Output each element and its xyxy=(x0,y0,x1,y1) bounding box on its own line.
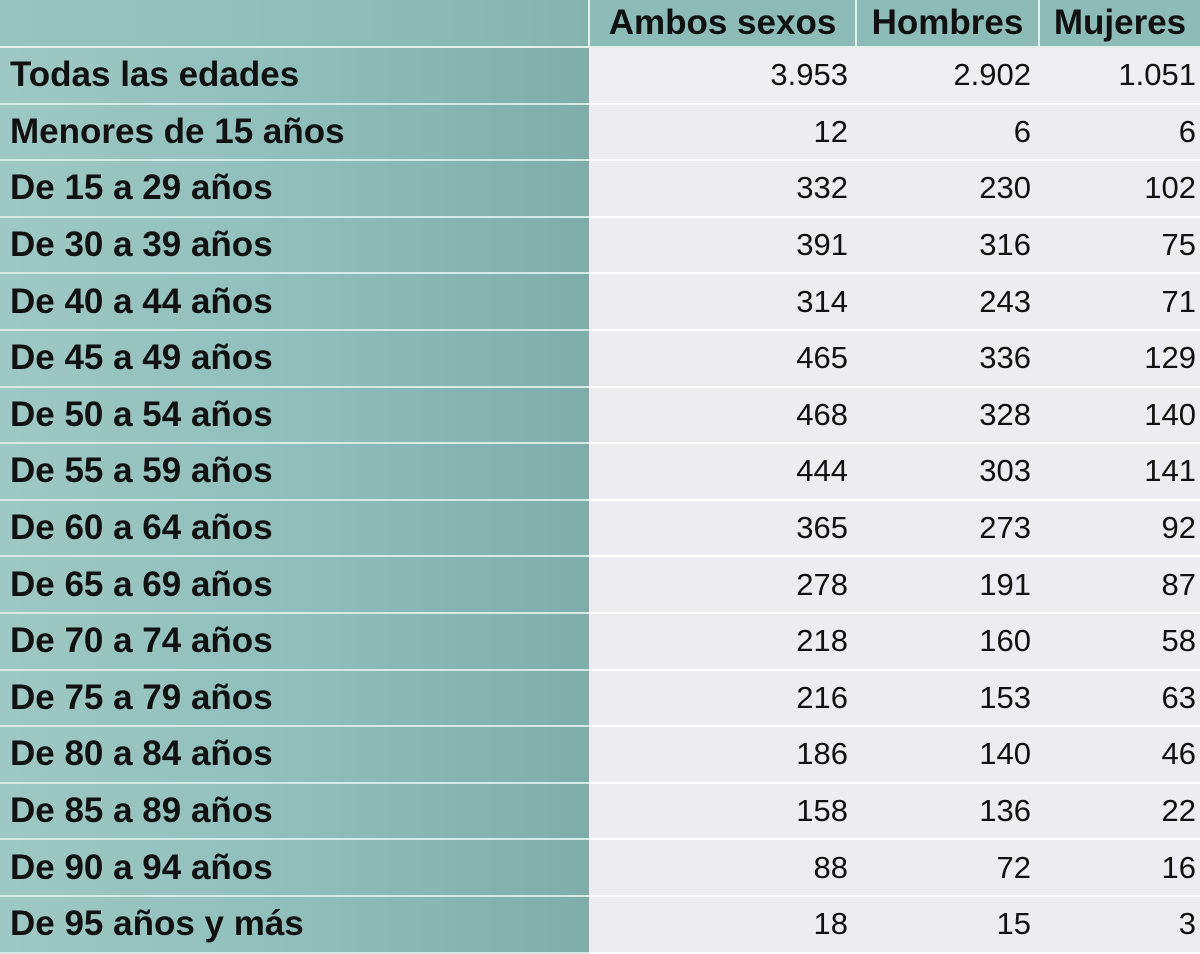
row-label: De 75 a 79 años xyxy=(0,669,589,728)
row-label: De 85 a 89 años xyxy=(0,782,589,841)
value-cell-hombres: 273 xyxy=(856,499,1039,558)
value-cell-mujeres: 140 xyxy=(1039,386,1200,445)
value-cell-hombres: 316 xyxy=(856,216,1039,275)
value-cell-ambos-sexos: 18 xyxy=(589,895,856,954)
column-header-hombres: Hombres xyxy=(855,0,1039,48)
table-row: De 55 a 59 años 444 303 141 xyxy=(0,443,1200,501)
value-cell-ambos-sexos: 391 xyxy=(589,216,856,275)
table-row: De 40 a 44 años 314 243 71 xyxy=(0,273,1200,331)
value-cell-hombres: 336 xyxy=(856,329,1039,388)
value-cell-ambos-sexos: 88 xyxy=(589,839,856,897)
value-cell-mujeres: 6 xyxy=(1039,103,1200,162)
value-cell-mujeres: 22 xyxy=(1039,782,1200,841)
row-label: Todas las edades xyxy=(0,47,589,105)
table-row: De 45 a 49 años 465 336 129 xyxy=(0,329,1200,388)
value-cell-mujeres: 75 xyxy=(1039,216,1200,275)
value-cell-hombres: 230 xyxy=(856,160,1039,218)
value-cell-hombres: 160 xyxy=(856,612,1039,671)
value-cell-mujeres: 1.051 xyxy=(1039,47,1200,105)
value-cell-mujeres: 71 xyxy=(1039,273,1200,331)
table-row: De 75 a 79 años 216 153 63 xyxy=(0,669,1200,728)
row-label: De 55 a 59 años xyxy=(0,443,589,501)
value-cell-mujeres: 63 xyxy=(1039,669,1200,728)
value-cell-hombres: 303 xyxy=(856,443,1039,501)
value-cell-ambos-sexos: 444 xyxy=(589,443,856,501)
table-row: De 80 a 84 años 186 140 46 xyxy=(0,726,1200,784)
value-cell-hombres: 140 xyxy=(856,726,1039,784)
header-row: Ambos sexos Hombres Mujeres xyxy=(0,0,1200,48)
value-cell-ambos-sexos: 186 xyxy=(589,726,856,784)
value-cell-hombres: 136 xyxy=(856,782,1039,841)
value-cell-hombres: 243 xyxy=(856,273,1039,331)
value-cell-mujeres: 102 xyxy=(1039,160,1200,218)
table-row: De 30 a 39 años 391 316 75 xyxy=(0,216,1200,275)
value-cell-ambos-sexos: 158 xyxy=(589,782,856,841)
value-cell-mujeres: 58 xyxy=(1039,612,1200,671)
column-header-ambos-sexos: Ambos sexos xyxy=(588,0,856,48)
value-cell-ambos-sexos: 12 xyxy=(589,103,856,162)
value-cell-ambos-sexos: 314 xyxy=(589,273,856,331)
table-row: De 70 a 74 años 218 160 58 xyxy=(0,612,1200,671)
value-cell-mujeres: 141 xyxy=(1039,443,1200,501)
table-row: De 60 a 64 años 365 273 92 xyxy=(0,499,1200,558)
value-cell-mujeres: 46 xyxy=(1039,726,1200,784)
table-row: Menores de 15 años 12 6 6 xyxy=(0,103,1200,162)
row-label: Menores de 15 años xyxy=(0,103,589,162)
table-body: Todas las edades 3.953 2.902 1.051 Menores d… xyxy=(0,47,1200,954)
value-cell-hombres: 2.902 xyxy=(856,47,1039,105)
value-cell-ambos-sexos: 465 xyxy=(589,329,856,388)
value-cell-ambos-sexos: 216 xyxy=(589,669,856,728)
row-label: De 40 a 44 años xyxy=(0,273,589,331)
value-cell-hombres: 72 xyxy=(856,839,1039,897)
value-cell-mujeres: 3 xyxy=(1039,895,1200,954)
row-label: De 15 a 29 años xyxy=(0,160,589,218)
value-cell-hombres: 328 xyxy=(856,386,1039,445)
value-cell-hombres: 15 xyxy=(856,895,1039,954)
value-cell-ambos-sexos: 365 xyxy=(589,499,856,558)
value-cell-hombres: 6 xyxy=(856,103,1039,162)
value-cell-hombres: 191 xyxy=(856,556,1039,614)
table-row: De 65 a 69 años 278 191 87 xyxy=(0,556,1200,614)
table-row: Todas las edades 3.953 2.902 1.051 xyxy=(0,47,1200,105)
value-cell-ambos-sexos: 218 xyxy=(589,612,856,671)
value-cell-ambos-sexos: 468 xyxy=(589,386,856,445)
row-label: De 45 a 49 años xyxy=(0,329,589,388)
value-cell-mujeres: 16 xyxy=(1039,839,1200,897)
value-cell-ambos-sexos: 278 xyxy=(589,556,856,614)
value-cell-hombres: 153 xyxy=(856,669,1039,728)
table-row: De 50 a 54 años 468 328 140 xyxy=(0,386,1200,445)
row-label: De 80 a 84 años xyxy=(0,726,589,784)
table-row: De 95 años y más 18 15 3 xyxy=(0,895,1200,954)
row-label: De 60 a 64 años xyxy=(0,499,589,558)
value-cell-mujeres: 129 xyxy=(1039,329,1200,388)
value-cell-ambos-sexos: 3.953 xyxy=(589,47,856,105)
table-row: De 15 a 29 años 332 230 102 xyxy=(0,160,1200,218)
value-cell-mujeres: 92 xyxy=(1039,499,1200,558)
row-label: De 50 a 54 años xyxy=(0,386,589,445)
row-label: De 95 años y más xyxy=(0,895,589,954)
row-label: De 65 a 69 años xyxy=(0,556,589,614)
row-label: De 90 a 94 años xyxy=(0,839,589,897)
column-header-mujeres: Mujeres xyxy=(1038,0,1200,48)
header-corner-cell xyxy=(0,0,589,48)
table-row: De 90 a 94 años 88 72 16 xyxy=(0,839,1200,897)
table-row: De 85 a 89 años 158 136 22 xyxy=(0,782,1200,841)
row-label: De 70 a 74 años xyxy=(0,612,589,671)
row-label: De 30 a 39 años xyxy=(0,216,589,275)
value-cell-ambos-sexos: 332 xyxy=(589,160,856,218)
value-cell-mujeres: 87 xyxy=(1039,556,1200,614)
